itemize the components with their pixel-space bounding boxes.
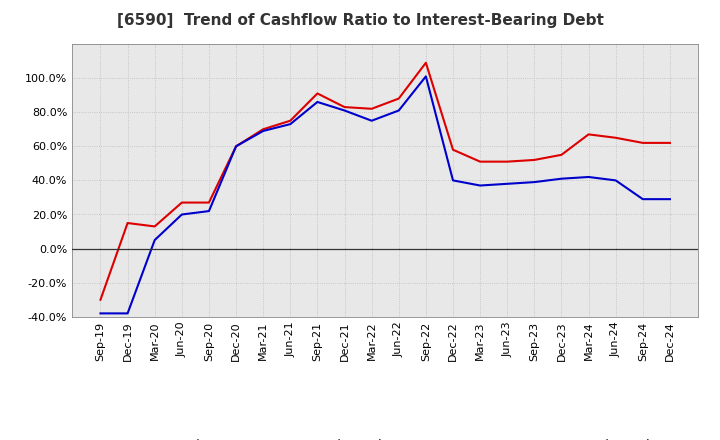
Free CF to Interest-Bearing Debt [204,209,213,214]
Free CF to Interest-Bearing Debt [584,174,593,180]
Free CF to Interest-Bearing Debt [449,178,457,183]
Operating CF to Interest-Bearing Debt [449,147,457,152]
Line: Operating CF to Interest-Bearing Debt: Operating CF to Interest-Bearing Debt [101,63,670,300]
Operating CF to Interest-Bearing Debt [123,220,132,226]
Text: [6590]  Trend of Cashflow Ratio to Interest-Bearing Debt: [6590] Trend of Cashflow Ratio to Intere… [117,13,603,28]
Operating CF to Interest-Bearing Debt [96,297,105,302]
Free CF to Interest-Bearing Debt [96,311,105,316]
Free CF to Interest-Bearing Debt [503,181,511,187]
Operating CF to Interest-Bearing Debt [639,140,647,146]
Operating CF to Interest-Bearing Debt [665,140,674,146]
Operating CF to Interest-Bearing Debt [232,143,240,149]
Free CF to Interest-Bearing Debt [557,176,566,181]
Operating CF to Interest-Bearing Debt [367,106,376,111]
Operating CF to Interest-Bearing Debt [313,91,322,96]
Free CF to Interest-Bearing Debt [259,128,268,134]
Operating CF to Interest-Bearing Debt [503,159,511,164]
Free CF to Interest-Bearing Debt [367,118,376,123]
Free CF to Interest-Bearing Debt [639,197,647,202]
Free CF to Interest-Bearing Debt [178,212,186,217]
Free CF to Interest-Bearing Debt [611,178,620,183]
Operating CF to Interest-Bearing Debt [557,152,566,158]
Free CF to Interest-Bearing Debt [123,311,132,316]
Free CF to Interest-Bearing Debt [150,238,159,243]
Operating CF to Interest-Bearing Debt [204,200,213,205]
Free CF to Interest-Bearing Debt [476,183,485,188]
Free CF to Interest-Bearing Debt [286,121,294,127]
Line: Free CF to Interest-Bearing Debt: Free CF to Interest-Bearing Debt [101,77,670,313]
Free CF to Interest-Bearing Debt [421,74,430,79]
Free CF to Interest-Bearing Debt [232,143,240,149]
Free CF to Interest-Bearing Debt [665,197,674,202]
Operating CF to Interest-Bearing Debt [286,118,294,123]
Operating CF to Interest-Bearing Debt [341,104,349,110]
Operating CF to Interest-Bearing Debt [178,200,186,205]
Operating CF to Interest-Bearing Debt [476,159,485,164]
Operating CF to Interest-Bearing Debt [395,96,403,101]
Operating CF to Interest-Bearing Debt [150,224,159,229]
Operating CF to Interest-Bearing Debt [584,132,593,137]
Free CF to Interest-Bearing Debt [313,99,322,105]
Free CF to Interest-Bearing Debt [530,180,539,185]
Free CF to Interest-Bearing Debt [341,108,349,113]
Operating CF to Interest-Bearing Debt [421,60,430,66]
Operating CF to Interest-Bearing Debt [530,157,539,162]
Operating CF to Interest-Bearing Debt [611,135,620,140]
Free CF to Interest-Bearing Debt [395,108,403,113]
Operating CF to Interest-Bearing Debt [259,127,268,132]
